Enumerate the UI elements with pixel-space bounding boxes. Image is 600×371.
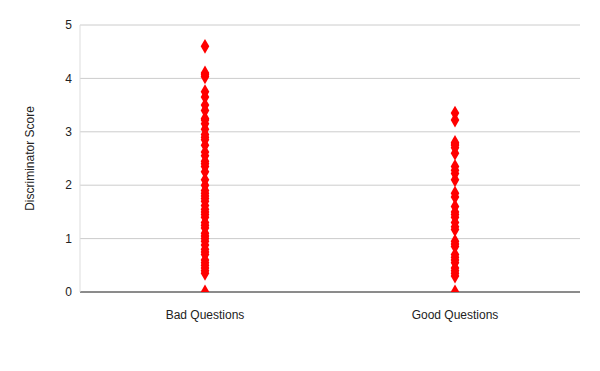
- svg-text:3: 3: [65, 125, 72, 139]
- svg-text:4: 4: [65, 72, 72, 86]
- svg-text:Good Questions: Good Questions: [412, 308, 499, 322]
- svg-text:Bad Questions: Bad Questions: [166, 308, 245, 322]
- svg-text:Discriminator Score: Discriminator Score: [23, 106, 37, 211]
- svg-text:2: 2: [65, 178, 72, 192]
- svg-text:1: 1: [65, 232, 72, 246]
- svg-text:5: 5: [65, 18, 72, 32]
- svg-text:0: 0: [65, 285, 72, 299]
